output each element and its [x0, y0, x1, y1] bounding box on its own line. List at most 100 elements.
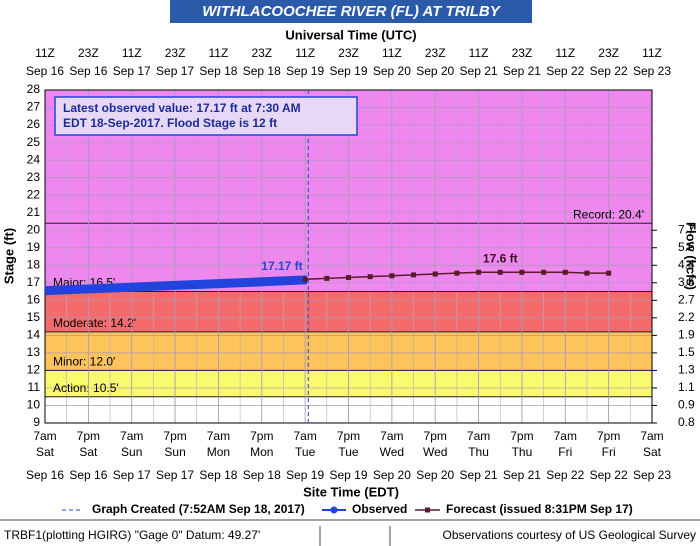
y-tick-label: 14 [27, 328, 41, 342]
top-tick-date: Sep 16 [69, 64, 107, 78]
top-tick-date: Sep 20 [416, 64, 454, 78]
x-tick-day: Thu [468, 445, 489, 459]
forecast-point [476, 269, 482, 275]
y-tick-label: 10 [27, 398, 41, 412]
y2-tick-label: 5.6 [678, 240, 695, 254]
x-tick-label: 7am [640, 429, 663, 443]
plot-frame [44, 89, 653, 424]
y2-tick-label: 1.3 [678, 363, 695, 377]
y2-axis-title: Flow (kcfs) [684, 222, 699, 290]
x-tick-label: 7pm [337, 429, 360, 443]
x-tick-date: Sep 19 [286, 468, 324, 482]
annotation: 17.6 ft [483, 251, 518, 265]
y-tick-label: 16 [27, 292, 41, 306]
x-tick-day: Sat [36, 445, 55, 459]
forecast-point [541, 269, 547, 275]
x-tick-day: Mon [250, 445, 273, 459]
x-tick-day: Mon [207, 445, 230, 459]
x-tick-label: 7am [293, 429, 316, 443]
x-tick-day: Fri [602, 445, 616, 459]
x-tick-label: 7am [207, 429, 230, 443]
x-tick-label: 7pm [77, 429, 100, 443]
x-tick-day: Wed [423, 445, 447, 459]
top-axis-title: Universal Time (UTC) [285, 27, 416, 42]
annotation: 17.17 ft [261, 259, 302, 273]
top-tick-date: Sep 17 [156, 64, 194, 78]
forecast-point [497, 269, 503, 275]
top-tick-date: Sep 16 [26, 64, 64, 78]
x-tick-date: Sep 18 [199, 468, 237, 482]
x-tick-date: Sep 21 [460, 468, 498, 482]
top-tick-label: 23Z [251, 46, 272, 60]
top-tick-label: 11Z [642, 46, 662, 60]
top-tick-label: 23Z [512, 46, 533, 60]
footer-right: Observations courtesy of US Geological S… [443, 528, 696, 542]
x-tick-label: 7pm [597, 429, 620, 443]
x-tick-date: Sep 18 [243, 468, 281, 482]
top-tick-label: 23Z [165, 46, 186, 60]
x-tick-day: Sat [79, 445, 98, 459]
y2-tick-label: 1.9 [678, 328, 695, 342]
y2-tick-label: 7.7 [678, 222, 695, 236]
forecast-point [367, 274, 373, 280]
forecast-point [389, 273, 395, 279]
legend-label: Graph Created (7:52AM Sep 18, 2017) [92, 502, 305, 516]
top-tick-label: 11Z [382, 46, 402, 60]
forecast-point [584, 270, 590, 276]
x-tick-label: 7am [467, 429, 490, 443]
x-tick-day: Thu [512, 445, 533, 459]
x-tick-label: 7pm [163, 429, 186, 443]
y2-tick-label: 2.7 [678, 292, 695, 306]
y-tick-label: 18 [27, 257, 41, 271]
x-tick-day: Tue [338, 445, 359, 459]
x-axis-title: Site Time (EDT) [303, 484, 399, 499]
forecast-point [346, 275, 351, 281]
forecast-point [432, 271, 438, 277]
x-tick-date: Sep 21 [503, 468, 541, 482]
x-tick-date: Sep 19 [329, 468, 367, 482]
y-tick-label: 20 [27, 222, 41, 236]
x-tick-day: Fri [558, 445, 572, 459]
legend-forecast-marker [425, 507, 430, 513]
x-tick-date: Sep 16 [69, 468, 107, 482]
forecast-point [324, 275, 330, 281]
y-tick-label: 9 [33, 415, 40, 429]
observed-line [44, 275, 308, 296]
note-text: EDT 18-Sep-2017. Flood Stage is 12 ft [63, 116, 277, 130]
legend-label: Observed [352, 502, 407, 516]
y-tick-label: 17 [27, 275, 41, 289]
top-tick-label: 23Z [425, 46, 446, 60]
top-tick-label: 11Z [209, 46, 229, 60]
x-tick-date: Sep 20 [416, 468, 454, 482]
y-tick-label: 26 [27, 117, 41, 131]
y-tick-label: 19 [27, 240, 41, 254]
top-tick-date: Sep 20 [373, 64, 411, 78]
flood-level-label: Moderate: 14.2' [53, 316, 136, 330]
x-tick-date: Sep 17 [156, 468, 194, 482]
x-tick-label: 7am [33, 429, 56, 443]
x-tick-date: Sep 20 [373, 468, 411, 482]
x-tick-label: 7am [554, 429, 577, 443]
y-tick-label: 21 [27, 205, 41, 219]
y-tick-label: 22 [27, 187, 41, 201]
top-tick-label: 23Z [78, 46, 99, 60]
y2-tick-label: 3.5 [678, 275, 695, 289]
top-tick-label: 11Z [35, 46, 55, 60]
y2-tick-label: 1.1 [678, 380, 695, 394]
forecast-point [606, 270, 612, 276]
top-tick-date: Sep 22 [590, 64, 628, 78]
forecast-point [411, 272, 417, 278]
x-tick-label: 7am [380, 429, 403, 443]
flood-level-label: Minor: 12.0' [53, 355, 115, 369]
y-tick-label: 15 [27, 310, 41, 324]
top-tick-date: Sep 19 [286, 64, 324, 78]
y-axis-title: Stage (ft) [1, 228, 16, 284]
x-tick-date: Sep 16 [26, 468, 64, 482]
y2-tick-label: 2.2 [678, 310, 695, 324]
note-text: Latest observed value: 17.17 ft at 7:30 … [63, 101, 301, 115]
x-tick-day: Sun [164, 445, 185, 459]
top-tick-label: 11Z [295, 46, 315, 60]
top-tick-date: Sep 17 [113, 64, 151, 78]
top-tick-date: Sep 21 [503, 64, 541, 78]
